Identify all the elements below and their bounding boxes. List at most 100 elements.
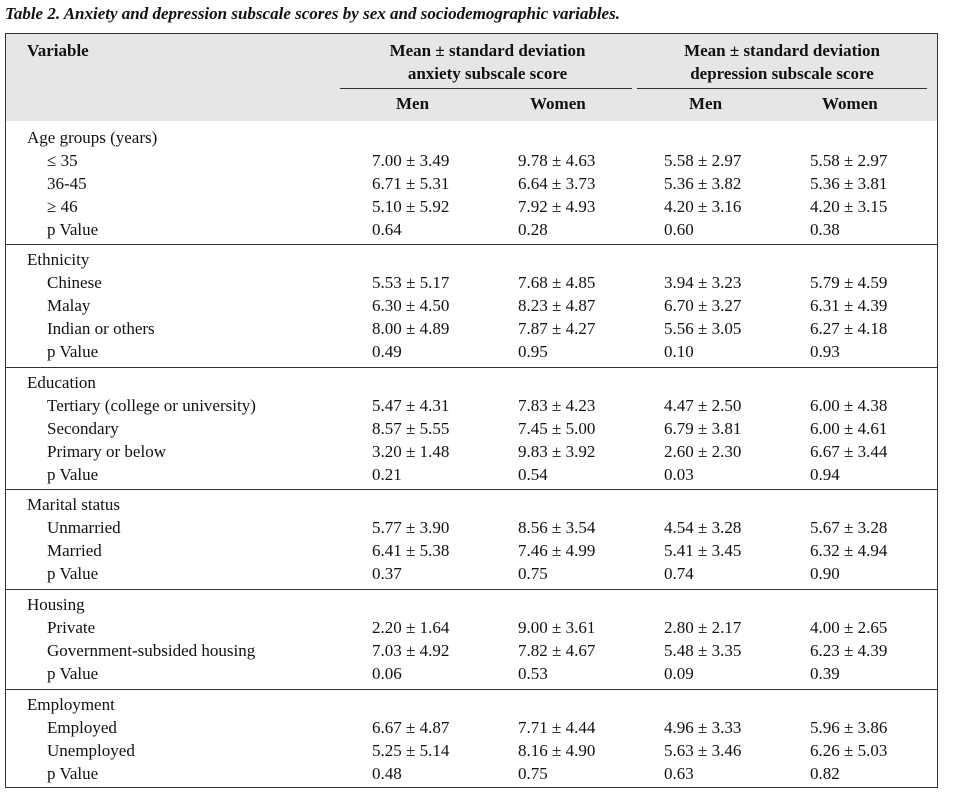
row-label: Tertiary (college or university) bbox=[47, 396, 256, 415]
group-separator bbox=[6, 689, 937, 690]
cell-depression-women: 5.79 ± 4.59 bbox=[810, 273, 888, 292]
cell-anxiety-men: 7.00 ± 3.49 bbox=[372, 151, 450, 170]
group-separator bbox=[6, 489, 937, 490]
cell-anxiety-women: 7.71 ± 4.44 bbox=[518, 718, 596, 737]
cell-depression-women: 0.38 bbox=[810, 220, 840, 239]
cell-anxiety-men: 6.30 ± 4.50 bbox=[372, 296, 450, 315]
cell-anxiety-men: 6.71 ± 5.31 bbox=[372, 174, 450, 193]
cell-depression-men: 0.09 bbox=[664, 664, 694, 683]
header-anxiety-line1: Mean ± standard deviation bbox=[389, 41, 586, 60]
cell-anxiety-women: 0.95 bbox=[518, 342, 548, 361]
cell-anxiety-women: 8.16 ± 4.90 bbox=[518, 741, 596, 760]
cell-depression-men: 6.70 ± 3.27 bbox=[664, 296, 742, 315]
cell-depression-women: 6.67 ± 3.44 bbox=[810, 442, 888, 461]
cell-depression-women: 5.58 ± 2.97 bbox=[810, 151, 888, 170]
cell-depression-women: 4.00 ± 2.65 bbox=[810, 618, 888, 637]
cell-anxiety-women: 9.83 ± 3.92 bbox=[518, 442, 596, 461]
group-title: Ethnicity bbox=[27, 250, 90, 269]
header-depression-men: Men bbox=[689, 94, 723, 113]
group-separator bbox=[6, 589, 937, 590]
cell-anxiety-men: 5.47 ± 4.31 bbox=[372, 396, 450, 415]
cell-anxiety-women: 7.83 ± 4.23 bbox=[518, 396, 596, 415]
depression-header-rule bbox=[637, 88, 927, 89]
header-anxiety-women: Women bbox=[530, 94, 586, 113]
cell-anxiety-women: 0.28 bbox=[518, 220, 548, 239]
cell-depression-women: 6.23 ± 4.39 bbox=[810, 641, 888, 660]
cell-depression-men: 4.54 ± 3.28 bbox=[664, 518, 742, 537]
row-label: 36-45 bbox=[47, 174, 87, 193]
cell-depression-men: 5.56 ± 3.05 bbox=[664, 319, 742, 338]
cell-depression-women: 6.26 ± 5.03 bbox=[810, 741, 888, 760]
cell-depression-men: 0.03 bbox=[664, 465, 694, 484]
cell-anxiety-women: 8.23 ± 4.87 bbox=[518, 296, 596, 315]
cell-anxiety-men: 6.67 ± 4.87 bbox=[372, 718, 450, 737]
header-anxiety-line2: anxiety subscale score bbox=[407, 64, 568, 83]
cell-depression-women: 0.93 bbox=[810, 342, 840, 361]
cell-anxiety-men: 0.64 bbox=[372, 220, 402, 239]
row-label: p Value bbox=[47, 342, 99, 361]
header-depression-women: Women bbox=[822, 94, 878, 113]
cell-anxiety-women: 7.82 ± 4.67 bbox=[518, 641, 596, 660]
cell-anxiety-men: 5.10 ± 5.92 bbox=[372, 197, 450, 216]
cell-anxiety-women: 0.75 bbox=[518, 564, 548, 583]
cell-anxiety-men: 0.21 bbox=[372, 465, 402, 484]
row-label: Employed bbox=[47, 718, 117, 737]
table-frame bbox=[5, 33, 938, 788]
cell-depression-women: 4.20 ± 3.15 bbox=[810, 197, 888, 216]
cell-depression-women: 6.27 ± 4.18 bbox=[810, 319, 888, 338]
cell-anxiety-men: 7.03 ± 4.92 bbox=[372, 641, 450, 660]
cell-anxiety-women: 7.92 ± 4.93 bbox=[518, 197, 596, 216]
header-depression-line1: Mean ± standard deviation bbox=[684, 41, 880, 60]
cell-depression-men: 4.47 ± 2.50 bbox=[664, 396, 742, 415]
cell-depression-men: 3.94 ± 3.23 bbox=[664, 273, 742, 292]
header-variable: Variable bbox=[27, 41, 89, 60]
cell-anxiety-women: 9.00 ± 3.61 bbox=[518, 618, 596, 637]
cell-anxiety-women: 9.78 ± 4.63 bbox=[518, 151, 596, 170]
row-label: p Value bbox=[47, 764, 99, 783]
group-title: Housing bbox=[27, 595, 85, 614]
cell-depression-men: 5.36 ± 3.82 bbox=[664, 174, 742, 193]
cell-anxiety-women: 0.54 bbox=[518, 465, 548, 484]
row-label: Chinese bbox=[47, 273, 102, 292]
cell-depression-women: 0.90 bbox=[810, 564, 840, 583]
cell-depression-men: 4.96 ± 3.33 bbox=[664, 718, 742, 737]
row-label: Married bbox=[47, 541, 102, 560]
cell-anxiety-men: 0.06 bbox=[372, 664, 402, 683]
cell-anxiety-men: 0.49 bbox=[372, 342, 402, 361]
cell-anxiety-women: 0.75 bbox=[518, 764, 548, 783]
group-separator bbox=[6, 244, 937, 245]
row-label: Secondary bbox=[47, 419, 119, 438]
cell-depression-women: 0.94 bbox=[810, 465, 840, 484]
cell-depression-men: 2.80 ± 2.17 bbox=[664, 618, 742, 637]
cell-depression-women: 5.67 ± 3.28 bbox=[810, 518, 888, 537]
cell-depression-men: 6.79 ± 3.81 bbox=[664, 419, 742, 438]
group-title: Marital status bbox=[27, 495, 121, 514]
cell-anxiety-men: 3.20 ± 1.48 bbox=[372, 442, 450, 461]
group-title: Age groups (years) bbox=[27, 128, 158, 147]
cell-depression-men: 2.60 ± 2.30 bbox=[664, 442, 742, 461]
table-caption: Table 2. Anxiety and depression subscale… bbox=[5, 4, 620, 23]
cell-depression-women: 5.36 ± 3.81 bbox=[810, 174, 888, 193]
table-header-background bbox=[6, 34, 937, 121]
row-label: Primary or below bbox=[47, 442, 166, 461]
row-label: Government-subsided housing bbox=[47, 641, 256, 660]
row-label: p Value bbox=[47, 664, 99, 683]
cell-depression-men: 0.10 bbox=[664, 342, 694, 361]
cell-depression-men: 0.60 bbox=[664, 220, 694, 239]
row-label: Unmarried bbox=[47, 518, 121, 537]
cell-anxiety-men: 2.20 ± 1.64 bbox=[372, 618, 450, 637]
cell-anxiety-men: 8.00 ± 4.89 bbox=[372, 319, 450, 338]
cell-depression-men: 5.63 ± 3.46 bbox=[664, 741, 742, 760]
cell-anxiety-women: 7.46 ± 4.99 bbox=[518, 541, 596, 560]
row-label: Indian or others bbox=[47, 319, 155, 338]
cell-anxiety-women: 7.87 ± 4.27 bbox=[518, 319, 596, 338]
row-label: p Value bbox=[47, 564, 99, 583]
cell-depression-women: 6.00 ± 4.38 bbox=[810, 396, 888, 415]
cell-depression-men: 4.20 ± 3.16 bbox=[664, 197, 742, 216]
row-label: ≤ 35 bbox=[47, 151, 78, 170]
cell-depression-men: 5.41 ± 3.45 bbox=[664, 541, 742, 560]
row-label: p Value bbox=[47, 465, 99, 484]
row-label: ≥ 46 bbox=[47, 197, 78, 216]
cell-anxiety-women: 7.45 ± 5.00 bbox=[518, 419, 596, 438]
cell-depression-women: 6.32 ± 4.94 bbox=[810, 541, 888, 560]
